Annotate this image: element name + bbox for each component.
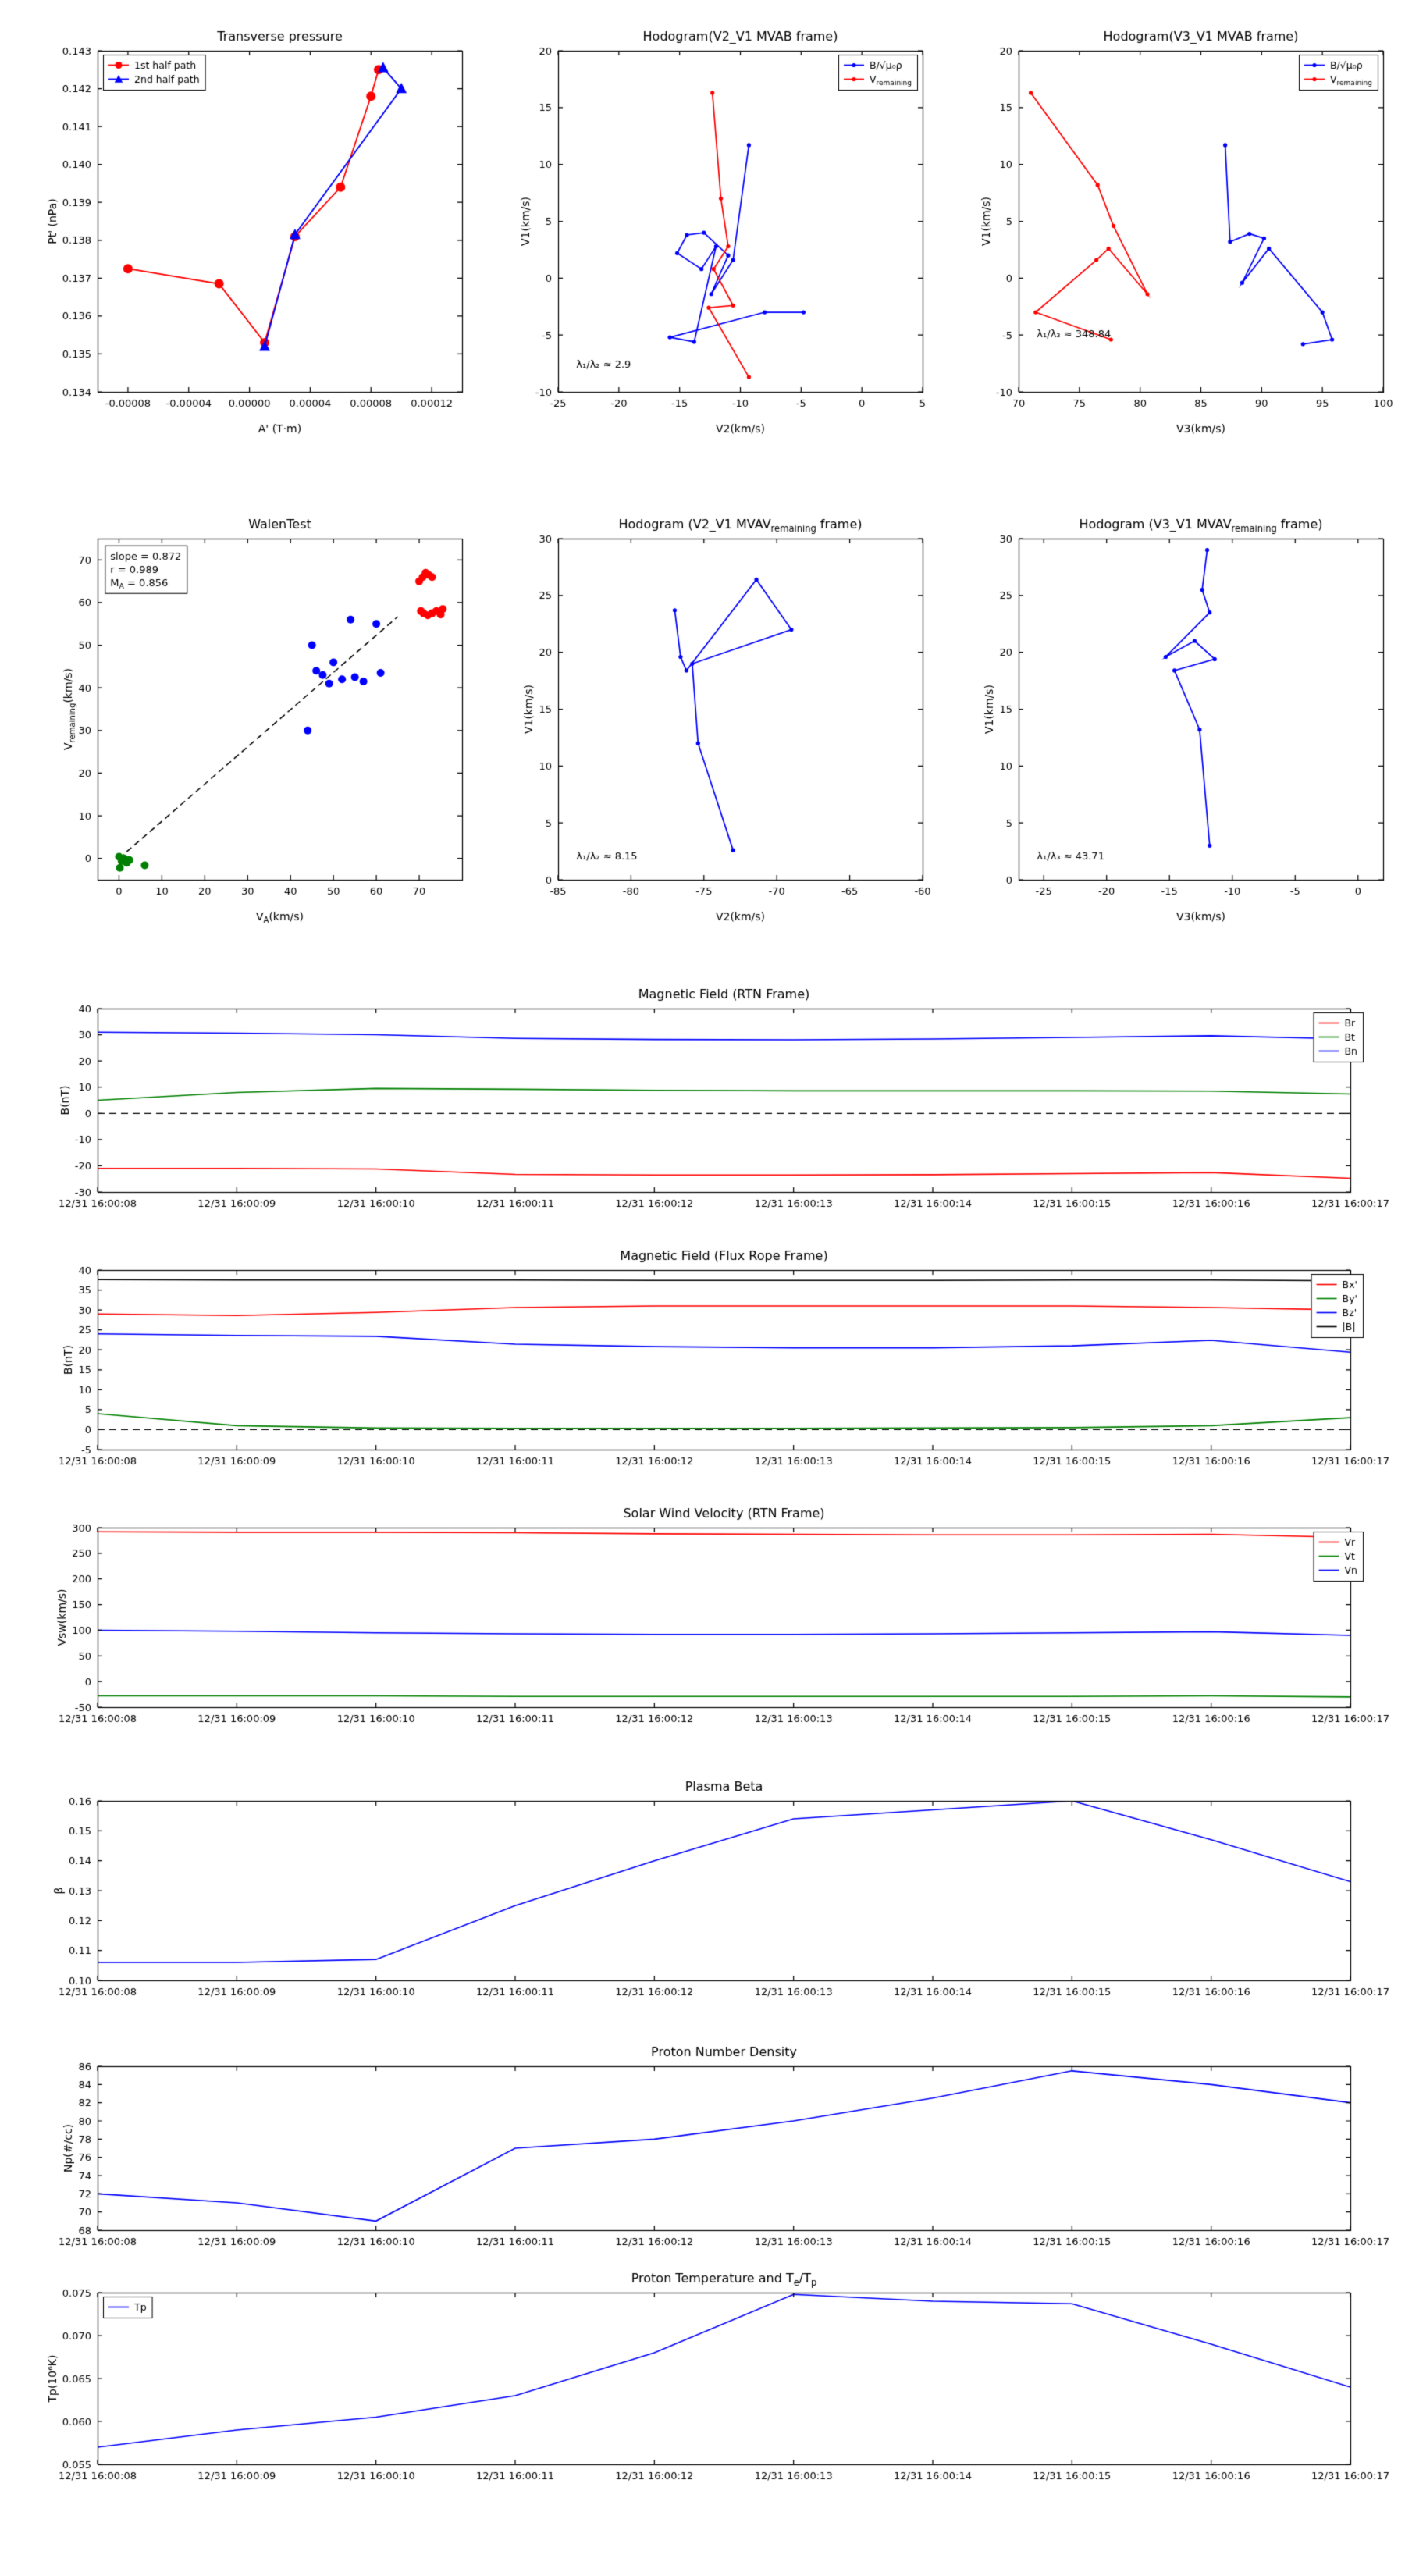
transverse-pressure-chart bbox=[16, 12, 476, 461]
hodogram-v2v1-mvav-chart bbox=[476, 500, 937, 948]
solar-wind-velocity-chart bbox=[12, 1495, 1397, 1745]
plasma-beta-chart bbox=[12, 1768, 1397, 2018]
hodogram-v3v1-mvav-chart bbox=[937, 500, 1397, 948]
walen-test-chart bbox=[16, 500, 476, 948]
hodogram-v2v1-mvab-chart bbox=[476, 12, 937, 461]
magnetic-field-fluxrope-chart bbox=[12, 1237, 1397, 1487]
magnetic-field-rtn-chart bbox=[12, 976, 1397, 1229]
proton-temperature-chart bbox=[12, 2260, 1397, 2502]
hodogram-v3v1-mvab-chart bbox=[937, 12, 1397, 461]
proton-density-chart bbox=[12, 2033, 1397, 2268]
